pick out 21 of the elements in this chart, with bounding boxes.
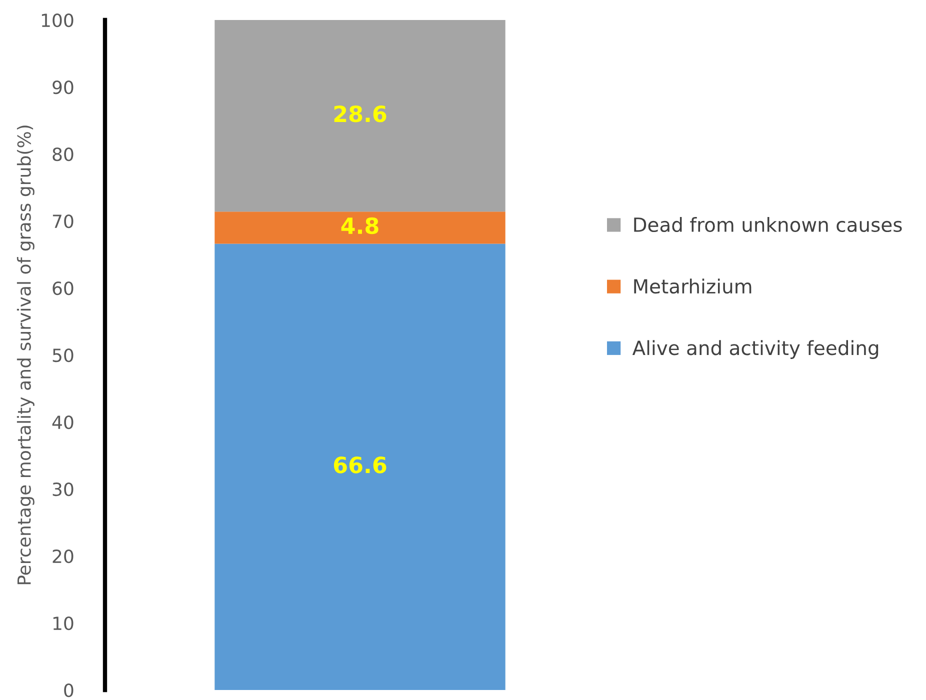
- data-label: 28.6: [334, 105, 386, 122]
- y-tick-label: 90: [52, 80, 74, 94]
- y-tick-label: 20: [52, 549, 74, 564]
- legend-label: Alive and activity feeding: [632, 340, 878, 360]
- y-tick-label: 80: [52, 147, 74, 162]
- legend-label: Dead from unknown causes: [634, 216, 902, 232]
- y-tick-label: 70: [52, 214, 74, 228]
- bar: [214, 244, 506, 690]
- y-tick-label: 50: [52, 348, 74, 362]
- y-tick-label: 10: [53, 616, 74, 630]
- data-label: 4.8: [341, 217, 378, 234]
- y-tick-label: 40: [52, 415, 74, 430]
- legend-label: Metarhizium: [634, 278, 752, 294]
- y-tick-label: 30: [52, 482, 74, 496]
- y-tick-label: 60: [52, 281, 74, 296]
- bar: [214, 20, 506, 212]
- y-axis-title: Percentage mortality and survival of grass grub(%): [16, 126, 34, 584]
- y-tick-label: 100: [42, 13, 74, 28]
- data-label: 66.6: [334, 456, 386, 474]
- bar: [214, 212, 506, 244]
- y-tick-label: 0: [64, 683, 74, 698]
